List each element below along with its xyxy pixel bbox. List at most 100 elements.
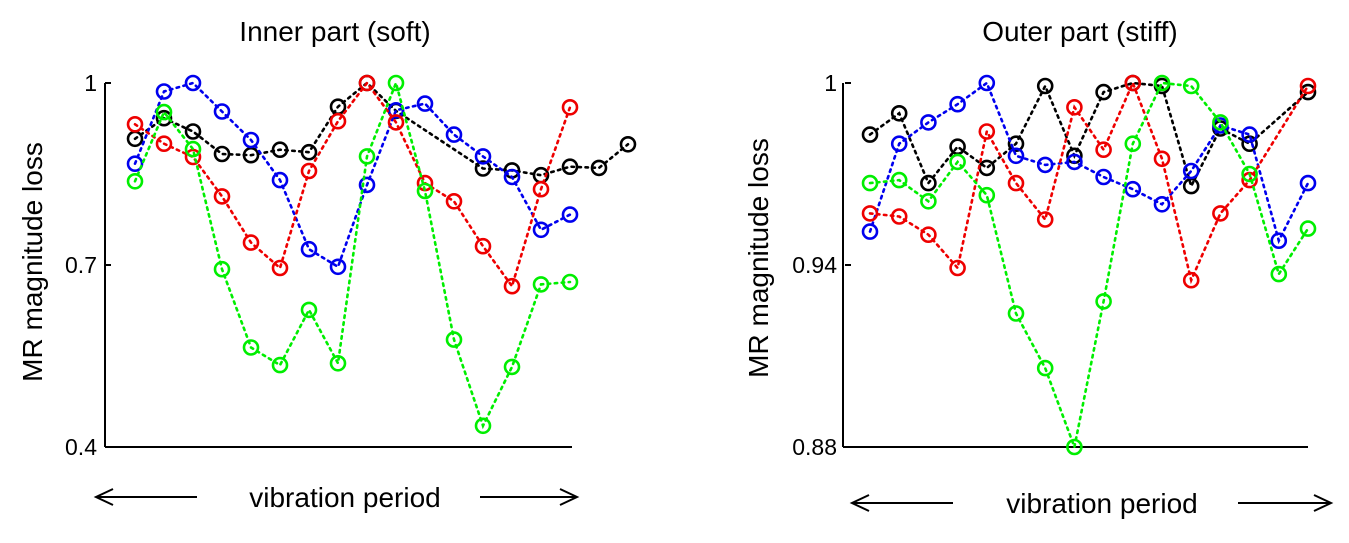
data-point-black <box>978 159 996 177</box>
data-point-blue <box>920 114 937 131</box>
data-point-red <box>126 116 144 133</box>
data-point-red <box>861 205 879 222</box>
data-point-blue <box>861 223 879 240</box>
data-point-red <box>184 148 202 166</box>
y-tick-label: 0.94 <box>792 252 837 278</box>
data-point-blue <box>1270 232 1288 249</box>
data-point-black <box>271 141 289 158</box>
series-line-green <box>133 78 572 430</box>
data-point-red <box>474 237 492 255</box>
data-point-green <box>1153 74 1171 92</box>
y-tick-label: 0.88 <box>792 434 837 460</box>
chart-title: Outer part (stiff) <box>982 16 1178 47</box>
data-point-blue <box>184 74 202 92</box>
arrow-left-icon <box>93 488 114 506</box>
y-axis-label: MR magnitude loss <box>743 138 774 378</box>
x-axis-label: vibration period <box>249 482 440 513</box>
data-point-green <box>1007 305 1025 322</box>
data-point-green <box>1036 359 1054 377</box>
data-point-red <box>890 208 908 225</box>
series-line-blue <box>868 80 1310 245</box>
y-tick-label: 1 <box>824 70 837 96</box>
data-point-blue <box>1299 174 1317 192</box>
chart-inner-panel: Inner part (soft) MR magnitude loss 0.40… <box>17 16 637 513</box>
data-point-green <box>184 140 202 158</box>
data-point-black <box>861 126 879 143</box>
data-point-red <box>561 99 579 116</box>
data-point-red <box>532 180 550 198</box>
data-point-black <box>619 136 637 153</box>
arrow-right-icon <box>559 488 580 506</box>
data-point-red <box>271 259 289 277</box>
chart-outer-panel: Outer part (stiff) MR magnitude loss 0.8… <box>743 16 1334 519</box>
data-point-green <box>1241 165 1258 183</box>
plot-area <box>861 74 1317 456</box>
data-point-blue <box>1124 180 1142 198</box>
data-point-black <box>1182 177 1200 195</box>
axes <box>842 83 1308 448</box>
series-line-red <box>133 80 572 290</box>
data-point-blue <box>561 206 579 223</box>
data-point-green <box>213 260 231 278</box>
data-point-black <box>590 159 608 177</box>
data-point-blue <box>1036 156 1054 174</box>
data-point-blue <box>532 221 550 239</box>
data-point-green <box>890 171 908 189</box>
data-point-black <box>949 138 966 155</box>
data-point-green <box>1124 135 1142 152</box>
data-point-blue <box>387 102 405 119</box>
data-point-red <box>300 162 318 180</box>
data-point-red <box>920 226 937 243</box>
data-point-green <box>532 276 550 293</box>
data-point-red <box>1036 211 1054 228</box>
data-point-red <box>1007 174 1025 192</box>
data-point-blue <box>1241 126 1258 143</box>
data-point-green <box>416 182 434 200</box>
data-point-blue <box>1182 162 1200 180</box>
data-point-blue <box>503 168 521 186</box>
data-point-blue <box>242 131 260 149</box>
data-point-black <box>1095 83 1112 101</box>
series-line-green <box>868 81 1310 452</box>
data-point-green <box>920 193 937 210</box>
data-point-red <box>1153 150 1171 168</box>
data-point-green <box>1299 220 1317 237</box>
data-point-red <box>1095 141 1112 158</box>
data-point-red <box>978 123 996 140</box>
data-point-green <box>1066 438 1083 456</box>
data-point-green <box>242 339 260 356</box>
data-point-blue <box>358 176 376 194</box>
data-point-black <box>1036 77 1054 95</box>
y-axis-label: MR magnitude loss <box>17 142 48 382</box>
data-point-black <box>213 145 231 163</box>
data-point-green <box>503 358 521 376</box>
data-point-green <box>358 148 376 165</box>
data-point-green <box>445 331 463 348</box>
data-point-blue <box>949 95 966 113</box>
data-point-green <box>329 354 347 372</box>
data-point-green <box>474 417 492 435</box>
data-point-red <box>358 74 376 92</box>
data-point-blue <box>416 95 434 112</box>
data-point-blue <box>271 171 289 189</box>
data-point-black <box>1299 83 1317 101</box>
data-point-red <box>155 135 173 152</box>
data-point-red <box>445 193 463 210</box>
data-point-red <box>1124 74 1142 92</box>
arrow-left-icon <box>849 494 870 512</box>
data-point-black <box>890 105 908 122</box>
series-line-red <box>868 79 1310 285</box>
data-point-blue <box>1153 196 1171 213</box>
data-point-black <box>300 143 318 161</box>
data-point-green <box>861 174 879 192</box>
y-ticks: 0.88 0.94 1 <box>792 70 851 460</box>
data-point-blue <box>978 74 996 92</box>
arrow-right-icon <box>1313 494 1334 512</box>
data-point-red <box>1182 271 1200 289</box>
data-point-blue <box>445 126 463 143</box>
data-point-red <box>1299 77 1317 95</box>
x-caption: vibration period <box>93 482 580 513</box>
data-point-red <box>949 259 966 277</box>
data-point-blue <box>474 148 492 165</box>
